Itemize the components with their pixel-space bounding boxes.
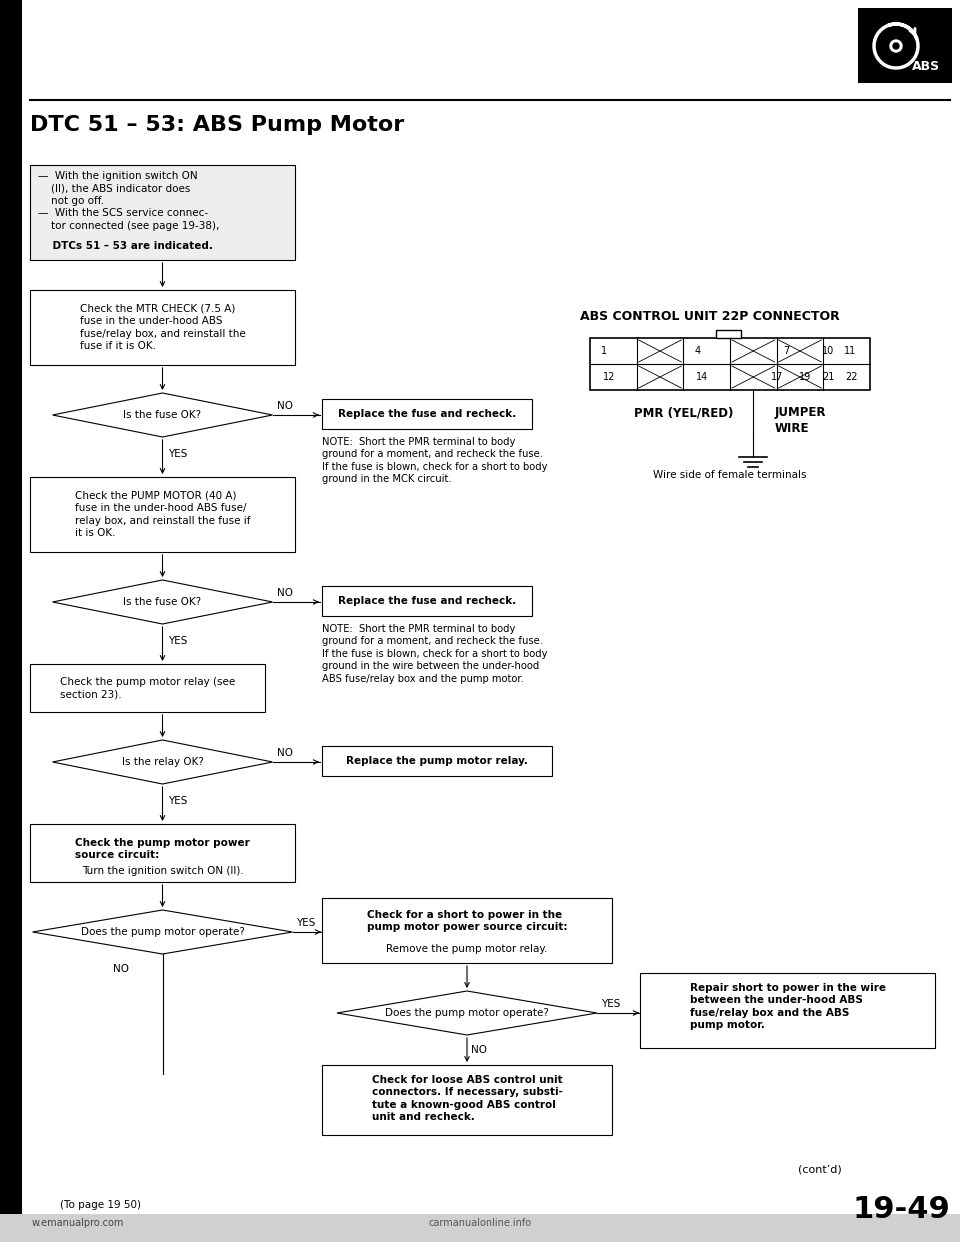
Bar — [30, 165, 295, 260]
Text: Check the pump motor relay (see
section 23).: Check the pump motor relay (see section … — [60, 677, 235, 699]
Text: NOTE:  Short the PMR terminal to body
ground for a moment, and recheck the fuse.: NOTE: Short the PMR terminal to body gro… — [322, 623, 547, 683]
Text: Replace the fuse and recheck.: Replace the fuse and recheck. — [338, 409, 516, 419]
Bar — [322, 1064, 612, 1135]
Text: 1: 1 — [601, 347, 607, 356]
Text: Remove the pump motor relay.: Remove the pump motor relay. — [386, 944, 548, 954]
Text: YES: YES — [169, 796, 188, 806]
Text: Is the fuse OK?: Is the fuse OK? — [124, 410, 202, 420]
Text: (cont’d): (cont’d) — [798, 1165, 842, 1175]
Text: JUMPER
WIRE: JUMPER WIRE — [775, 406, 826, 435]
Bar — [322, 399, 532, 428]
Text: Check for a short to power in the
pump motor power source circuit:: Check for a short to power in the pump m… — [367, 910, 567, 933]
Text: NO: NO — [471, 1045, 487, 1054]
Text: NO: NO — [112, 964, 129, 974]
Text: Wire side of female terminals: Wire side of female terminals — [653, 469, 806, 479]
Circle shape — [890, 40, 902, 52]
Bar — [640, 972, 935, 1048]
Text: Replace the pump motor relay.: Replace the pump motor relay. — [346, 756, 528, 766]
Text: YES: YES — [297, 918, 316, 928]
Text: Check for loose ABS control unit
connectors. If necessary, substi-
tute a known-: Check for loose ABS control unit connect… — [372, 1076, 563, 1123]
Bar — [858, 7, 952, 83]
Circle shape — [893, 43, 899, 48]
Text: 17: 17 — [771, 373, 782, 383]
Text: (To page 19 50): (To page 19 50) — [60, 1200, 140, 1210]
Text: PMR (YEL/RED): PMR (YEL/RED) — [634, 406, 733, 419]
Bar — [322, 898, 612, 963]
Text: YES: YES — [601, 999, 620, 1009]
Polygon shape — [337, 991, 597, 1035]
Bar — [30, 477, 295, 551]
Circle shape — [886, 36, 906, 56]
Bar — [322, 586, 532, 616]
Text: ABS CONTROL UNIT 22P CONNECTOR: ABS CONTROL UNIT 22P CONNECTOR — [580, 310, 840, 323]
Text: 12: 12 — [603, 373, 614, 383]
Bar — [30, 823, 295, 882]
Text: DTCs 51 – 53 are indicated.: DTCs 51 – 53 are indicated. — [38, 241, 213, 251]
Text: YES: YES — [169, 450, 188, 460]
Bar — [0, 1213, 960, 1242]
Text: 7: 7 — [782, 347, 789, 356]
Text: NO: NO — [276, 587, 293, 597]
Text: 4: 4 — [694, 347, 701, 356]
Text: 14: 14 — [696, 373, 708, 383]
Text: Turn the ignition switch ON (II).: Turn the ignition switch ON (II). — [82, 866, 244, 876]
Polygon shape — [53, 740, 273, 784]
Bar — [30, 664, 265, 712]
Text: 10: 10 — [822, 347, 834, 356]
Polygon shape — [53, 580, 273, 623]
Text: 22: 22 — [845, 373, 857, 383]
Text: Is the relay OK?: Is the relay OK? — [122, 758, 204, 768]
Text: Check the MTR CHECK (7.5 A)
fuse in the under-hood ABS
fuse/relay box, and reins: Check the MTR CHECK (7.5 A) fuse in the … — [80, 304, 246, 351]
Text: Check the pump motor power
source circuit:: Check the pump motor power source circui… — [75, 838, 250, 861]
Text: 21: 21 — [822, 373, 834, 383]
Text: DTC 51 – 53: ABS Pump Motor: DTC 51 – 53: ABS Pump Motor — [30, 116, 404, 135]
Bar — [0, 0, 22, 1242]
Text: 11: 11 — [844, 347, 856, 356]
Bar — [716, 330, 741, 338]
Bar — [322, 746, 552, 776]
Text: NO: NO — [276, 401, 293, 411]
Bar — [30, 289, 295, 365]
Text: YES: YES — [169, 636, 188, 646]
Polygon shape — [53, 392, 273, 437]
Text: NOTE:  Short the PMR terminal to body
ground for a moment, and recheck the fuse.: NOTE: Short the PMR terminal to body gro… — [322, 437, 547, 484]
Text: Check the PUMP MOTOR (40 A)
fuse in the under-hood ABS fuse/
relay box, and rein: Check the PUMP MOTOR (40 A) fuse in the … — [75, 491, 251, 538]
Text: carmanualonline.info: carmanualonline.info — [428, 1218, 532, 1228]
Text: ABS: ABS — [912, 60, 940, 72]
Text: w.emanualpro.com: w.emanualpro.com — [32, 1218, 125, 1228]
Text: Repair short to power in the wire
between the under-hood ABS
fuse/relay box and : Repair short to power in the wire betwee… — [689, 982, 885, 1030]
Text: NO: NO — [276, 748, 293, 758]
Bar — [590, 338, 870, 390]
Polygon shape — [33, 910, 293, 954]
Text: Is the fuse OK?: Is the fuse OK? — [124, 597, 202, 607]
Text: —  With the ignition switch ON
    (II), the ABS indicator does
    not go off.
: — With the ignition switch ON (II), the … — [38, 171, 220, 231]
Text: 19: 19 — [799, 373, 811, 383]
Text: 19-49: 19-49 — [852, 1195, 950, 1225]
Text: Replace the fuse and recheck.: Replace the fuse and recheck. — [338, 596, 516, 606]
Text: Does the pump motor operate?: Does the pump motor operate? — [81, 927, 245, 936]
Text: Does the pump motor operate?: Does the pump motor operate? — [385, 1009, 549, 1018]
